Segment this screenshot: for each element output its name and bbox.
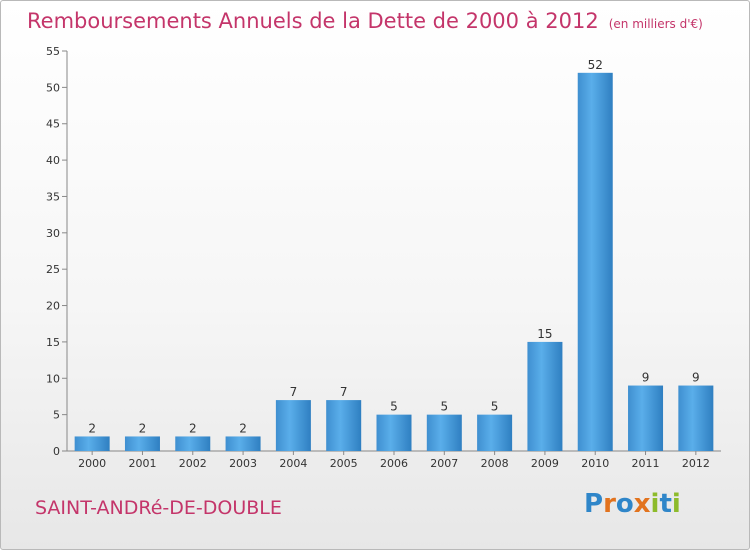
bar-value-label: 5: [491, 400, 499, 414]
y-tick-label: 55: [46, 45, 60, 58]
x-tick-label: 2011: [632, 457, 660, 470]
logo-letter: i: [671, 489, 681, 519]
commune-name: SAINT-ANDRé-DE-DOUBLE: [35, 497, 282, 519]
chart-labels: 2000 2 2001 2 2002 2 2003 2 2004 7 2005 7 2006 5 2007 5…: [78, 58, 710, 470]
logo-letter: x: [633, 489, 651, 519]
y-tick-label: 15: [46, 336, 60, 349]
bar: [275, 400, 311, 451]
bar-value-label: 5: [390, 400, 398, 414]
y-tick-label: 35: [46, 190, 60, 203]
logo-letter: P: [584, 489, 604, 519]
logo-letter: t: [659, 489, 672, 519]
logo-letter: i: [650, 489, 660, 519]
bar-value-label: 2: [88, 421, 96, 435]
bar-value-label: 2: [239, 421, 247, 435]
bar: [175, 436, 211, 451]
x-tick-label: 2008: [481, 457, 509, 470]
bar-value-label: 7: [340, 385, 348, 399]
x-tick-label: 2004: [279, 457, 307, 470]
y-tick-label: 5: [53, 409, 60, 422]
x-tick-label: 2005: [330, 457, 358, 470]
chart-title: Remboursements Annuels de la Dette de 20…: [27, 9, 703, 33]
bar: [628, 385, 664, 451]
bar: [74, 436, 110, 451]
bar-value-label: 9: [642, 371, 650, 385]
bar-value-label: 52: [588, 58, 603, 72]
bar: [678, 385, 714, 451]
bar-value-label: 2: [139, 421, 147, 435]
logo-letter: r: [603, 489, 616, 519]
bar: [426, 414, 462, 451]
bar: [477, 414, 513, 451]
bar-value-label: 5: [440, 400, 448, 414]
bar: [527, 341, 563, 451]
bar-value-label: 2: [189, 421, 197, 435]
bar: [326, 400, 362, 451]
chart-subtitle: (en milliers d'€): [608, 17, 703, 31]
y-tick-label: 40: [46, 154, 60, 167]
y-tick-label: 25: [46, 263, 60, 276]
x-tick-label: 2003: [229, 457, 257, 470]
x-tick-label: 2012: [682, 457, 710, 470]
x-tick-label: 2001: [128, 457, 156, 470]
chart-title-text: Remboursements Annuels de la Dette de 20…: [27, 9, 599, 33]
proxiti-logo: Proxiti: [584, 489, 681, 519]
bar-value-label: 15: [537, 327, 552, 341]
bar: [376, 414, 412, 451]
x-tick-label: 2000: [78, 457, 106, 470]
bar-value-label: 9: [692, 371, 700, 385]
bar-value-label: 7: [290, 385, 298, 399]
bar: [124, 436, 160, 451]
y-tick-label: 50: [46, 81, 60, 94]
y-tick-label: 20: [46, 300, 60, 313]
x-tick-label: 2010: [581, 457, 609, 470]
x-tick-label: 2006: [380, 457, 408, 470]
y-tick-label: 45: [46, 118, 60, 131]
x-tick-label: 2002: [179, 457, 207, 470]
chart-bars: [74, 72, 714, 452]
y-tick-label: 10: [46, 372, 60, 385]
y-tick-label: 30: [46, 227, 60, 240]
bar: [577, 72, 613, 452]
x-tick-label: 2009: [531, 457, 559, 470]
logo-letter: o: [615, 489, 634, 519]
bar: [225, 436, 261, 451]
y-tick-label: 0: [53, 445, 60, 458]
x-tick-label: 2007: [430, 457, 458, 470]
